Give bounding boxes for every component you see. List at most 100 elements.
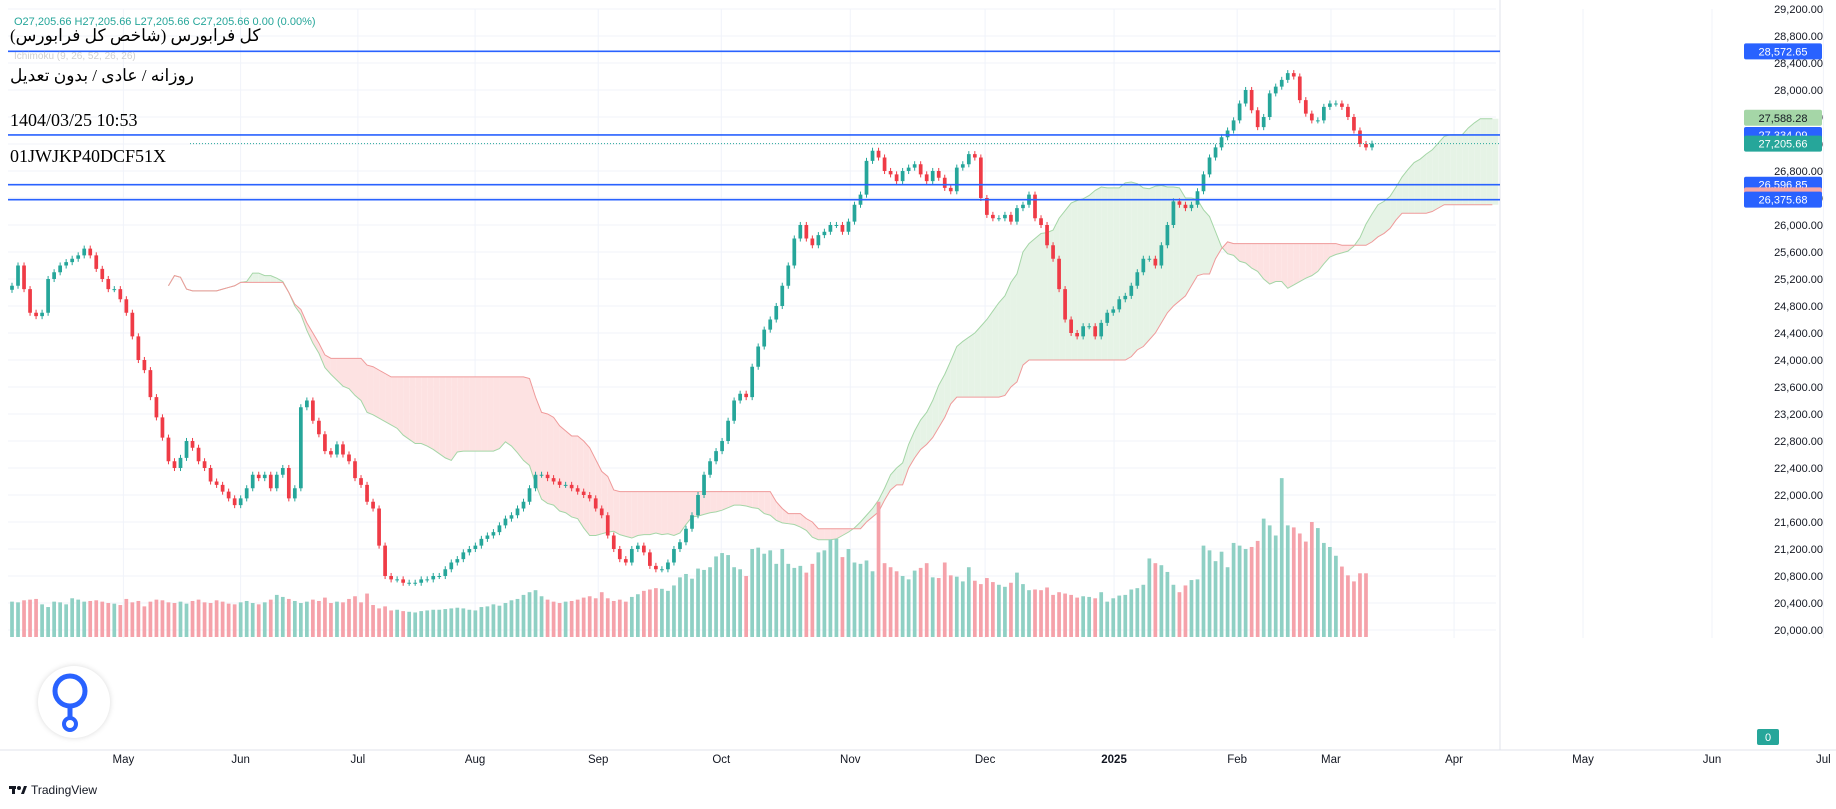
candle-body xyxy=(1009,214,1013,222)
watermark-badge xyxy=(38,666,110,738)
price-label-text: 26,375.68 xyxy=(1759,195,1808,207)
candle-body xyxy=(479,538,484,546)
cloud-segment xyxy=(637,491,644,536)
candle-body xyxy=(16,265,20,286)
time-axis[interactable]: May Jun Jul Aug Sep Oct Nov Dec 2025 Feb Mar Apr May… xyxy=(113,754,1831,766)
candle-body xyxy=(280,468,285,475)
volume-bar xyxy=(581,597,586,637)
volume-bar xyxy=(575,599,580,637)
cloud-segment xyxy=(1372,204,1379,242)
cloud-segment xyxy=(758,491,765,514)
volume-bar xyxy=(1117,595,1122,637)
candle-body xyxy=(232,498,237,506)
volume-bar xyxy=(1249,546,1254,637)
candle-body xyxy=(82,248,87,256)
volume-bar xyxy=(623,601,628,637)
cloud-segment xyxy=(1263,243,1270,285)
cloud-segment xyxy=(421,376,428,447)
cloud-segment xyxy=(1155,185,1162,333)
candle-body xyxy=(660,569,664,571)
volume-bar xyxy=(714,556,718,637)
candle-body xyxy=(100,268,105,279)
candle-body xyxy=(34,312,38,317)
cloud-segment xyxy=(1257,243,1264,279)
horizontal-lines[interactable] xyxy=(8,50,1500,201)
volume-bar xyxy=(292,600,297,637)
y-tick-label: 29,200.00 xyxy=(1774,4,1823,16)
candle-body xyxy=(1105,312,1110,323)
candle-body xyxy=(852,204,857,222)
cloud-segment xyxy=(1149,186,1156,340)
cloud-segment xyxy=(716,491,723,512)
cloud-segment xyxy=(1438,136,1445,209)
cloud-segment xyxy=(704,491,711,515)
x-tick-label: Dec xyxy=(975,754,996,766)
candle-body xyxy=(1183,204,1188,209)
cloud-segment xyxy=(348,358,356,396)
price-axis[interactable]: 29,200.0028,800.0028,400.0028,000.0027,6… xyxy=(1774,4,1823,637)
x-tick-label: Oct xyxy=(712,754,731,766)
candle-body xyxy=(58,265,62,273)
volume-bar xyxy=(317,600,321,637)
cloud-segment xyxy=(782,508,789,524)
cloud-segment xyxy=(980,319,987,398)
cloud-segment xyxy=(565,430,572,517)
candle-body xyxy=(1165,225,1170,246)
volume-bar xyxy=(166,602,171,637)
candle-body xyxy=(702,474,706,495)
candle-body xyxy=(1003,214,1007,219)
candle-body xyxy=(617,549,622,560)
candle-body xyxy=(305,400,309,408)
cloud-segment xyxy=(1143,187,1150,347)
cloud-segment xyxy=(860,515,867,529)
volume-bar xyxy=(323,597,327,637)
cloud-segment xyxy=(734,491,741,506)
cloud-segment xyxy=(956,341,963,398)
volume-bar xyxy=(966,567,971,637)
cloud-segment xyxy=(1311,243,1318,276)
candle-body xyxy=(804,225,809,239)
cloud-segment xyxy=(1408,162,1415,214)
candle-body xyxy=(924,174,929,182)
candle-body xyxy=(455,559,460,563)
candle-body xyxy=(22,265,26,290)
volume-bar xyxy=(1237,545,1242,637)
volume-bar xyxy=(1291,527,1296,637)
volume-bar xyxy=(780,549,785,637)
tradingview-logo[interactable]: TradingView xyxy=(9,783,97,797)
candle-body xyxy=(214,481,219,485)
y-tick-label: 22,000.00 xyxy=(1774,490,1823,502)
candle-body xyxy=(876,150,881,158)
candle-body xyxy=(1243,90,1248,104)
candle-body xyxy=(124,299,129,313)
volume-bar xyxy=(756,547,761,637)
cloud-segment xyxy=(439,376,446,458)
volume-bar xyxy=(1087,596,1092,637)
y-tick-label: 23,600.00 xyxy=(1774,382,1823,394)
cloud-segment xyxy=(391,376,398,429)
volume-bar xyxy=(750,549,755,637)
cloud-segment xyxy=(1293,243,1300,285)
volume-bar xyxy=(1153,563,1158,637)
x-tick-label: May xyxy=(1572,754,1594,766)
volume-bar xyxy=(485,606,490,637)
candle-body xyxy=(666,562,670,570)
candle-body xyxy=(262,474,267,479)
volume-bar xyxy=(762,553,767,637)
cloud-segment xyxy=(427,376,434,450)
candle-body xyxy=(756,346,761,367)
volume-bar xyxy=(461,608,466,637)
cloud-segment xyxy=(1107,187,1114,360)
volume-bar xyxy=(431,609,436,637)
volume-bar xyxy=(455,607,460,637)
candle-body xyxy=(985,198,989,215)
price-label-box xyxy=(1744,135,1822,152)
ichimoku-legend[interactable]: Ichimoku (9, 26, 52, 26, 26) xyxy=(14,51,136,62)
volume-bar xyxy=(64,604,69,637)
cloud-segment xyxy=(559,425,566,513)
volume-bar xyxy=(587,596,592,637)
volume-bar xyxy=(726,555,730,637)
volume-bar xyxy=(1183,585,1188,637)
cloud-segment xyxy=(1203,209,1210,274)
